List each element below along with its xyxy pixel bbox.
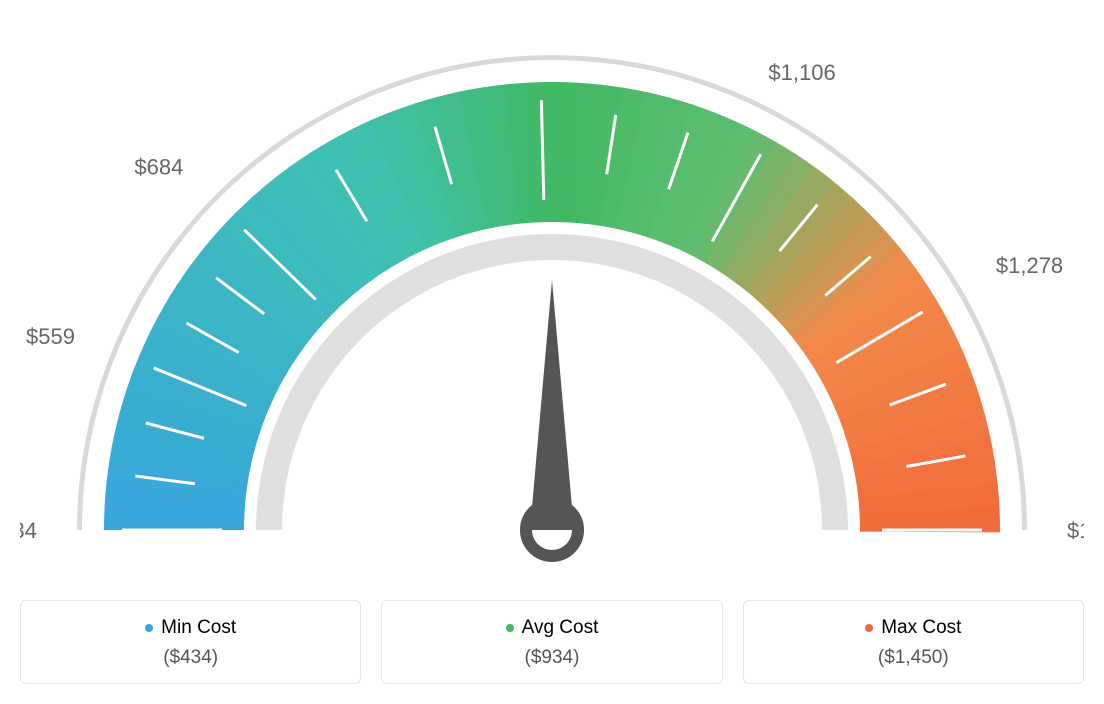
legend-row: Min Cost ($434) Avg Cost ($934) Max Cost… [20,600,1084,684]
legend-min-card: Min Cost ($434) [20,600,361,684]
legend-avg-title: Avg Cost [506,617,599,639]
cost-gauge-container: $434$559$684$934$1,106$1,278$1,450 Min C… [20,20,1084,684]
svg-text:$1,278: $1,278 [996,253,1063,278]
legend-avg-value: ($934) [394,647,709,669]
legend-max-value: ($1,450) [756,647,1071,669]
legend-max-title: Max Cost [865,617,961,639]
legend-max-dot [865,624,873,632]
svg-text:$1,450: $1,450 [1067,518,1084,543]
legend-min-label: Min Cost [161,617,236,639]
svg-text:$559: $559 [26,324,75,349]
legend-avg-card: Avg Cost ($934) [381,600,722,684]
legend-max-label: Max Cost [881,617,961,639]
legend-max-card: Max Cost ($1,450) [743,600,1084,684]
legend-avg-dot [506,624,514,632]
legend-min-dot [145,624,153,632]
legend-min-title: Min Cost [145,617,236,639]
legend-min-value: ($434) [33,647,348,669]
svg-text:$434: $434 [20,518,37,543]
svg-text:$684: $684 [134,154,183,179]
svg-text:$1,106: $1,106 [768,60,835,85]
legend-avg-label: Avg Cost [522,617,599,639]
gauge-chart: $434$559$684$934$1,106$1,278$1,450 [20,20,1084,580]
